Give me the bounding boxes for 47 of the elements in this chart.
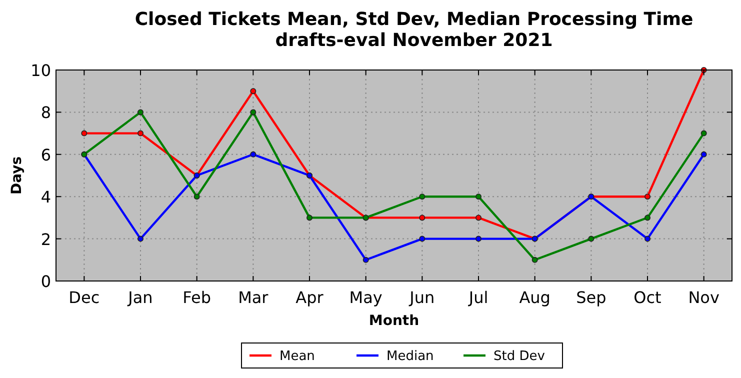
point [419, 194, 426, 200]
y-tick-label: 6 [40, 145, 51, 164]
point [138, 236, 144, 242]
point [644, 236, 650, 242]
y-tick-label: 4 [40, 188, 51, 207]
point [644, 214, 650, 221]
x-axis-title: Month [368, 313, 420, 329]
legend-label: Std Dev [494, 349, 546, 364]
point [532, 256, 538, 263]
point [588, 236, 594, 242]
point [250, 109, 256, 116]
point [138, 109, 144, 116]
point [306, 214, 312, 221]
point [81, 130, 88, 136]
point [476, 214, 482, 221]
legend-label: Mean [280, 349, 315, 364]
point [138, 130, 144, 136]
x-tick-label: Mar [238, 288, 269, 307]
x-tick-label: Sep [576, 288, 606, 307]
y-tick-label: 8 [40, 103, 51, 122]
legend-label: Median [386, 349, 434, 364]
x-tick-label: May [349, 288, 382, 307]
x-tick-label: Nov [688, 288, 720, 307]
point [700, 130, 707, 136]
chart-title: Closed Tickets Mean, Std Dev, Median Processing Time drafts-eval November 2021 [134, 9, 694, 51]
x-tick-label: Jan [127, 288, 153, 307]
x-tick-label: Apr [296, 288, 324, 307]
y-axis-title: Days [9, 156, 25, 195]
point [476, 236, 482, 242]
y-tick-label: 0 [40, 272, 51, 291]
x-tick-label: Feb [182, 288, 211, 307]
point [194, 194, 200, 200]
point [476, 194, 482, 200]
x-tick-label: Oct [634, 288, 662, 307]
point [250, 151, 256, 158]
point [419, 236, 426, 242]
point [700, 151, 707, 158]
point [362, 256, 369, 263]
x-tick-label: Aug [519, 288, 550, 307]
x-tick-label: Jul [468, 288, 488, 307]
y-tick-label: 10 [30, 61, 51, 80]
point [250, 88, 256, 94]
x-tick-label: Dec [68, 288, 100, 307]
y-tick-label: 2 [40, 230, 51, 249]
x-tick-label: Jun [408, 288, 435, 307]
point [644, 194, 650, 200]
point [419, 214, 426, 221]
